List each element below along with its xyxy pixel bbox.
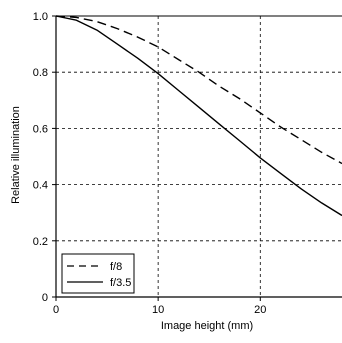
series-lines: [55, 15, 342, 217]
series-line-0: [55, 15, 342, 165]
legend-box: [61, 253, 135, 294]
y-tick-label: 1.0: [33, 11, 48, 23]
x-tick-label: 10: [152, 304, 164, 316]
axes: [52, 15, 342, 301]
legend-label-f8: f/8: [110, 261, 122, 273]
y-tick-label: 0.6: [33, 123, 48, 135]
y-tick-label: 0.4: [33, 180, 48, 192]
y-axis-label: Relative illumination: [10, 106, 22, 204]
x-tick-label: 0: [53, 304, 59, 316]
y-tick-label: 0.8: [33, 67, 48, 79]
x-axis-label: Image height (mm): [161, 320, 253, 332]
y-tick-label: 0: [42, 292, 48, 304]
grid-lines: [56, 16, 342, 297]
y-tick-label: 0.2: [33, 236, 48, 248]
tick-labels: 0 0.2 0.4 0.6 0.8 1.0 0 10 20: [33, 11, 267, 316]
legend: f/8 f/3.5: [61, 253, 135, 294]
legend-label-f3-5: f/3.5: [110, 277, 131, 289]
x-tick-label: 20: [254, 304, 266, 316]
series-line-1: [55, 15, 342, 217]
